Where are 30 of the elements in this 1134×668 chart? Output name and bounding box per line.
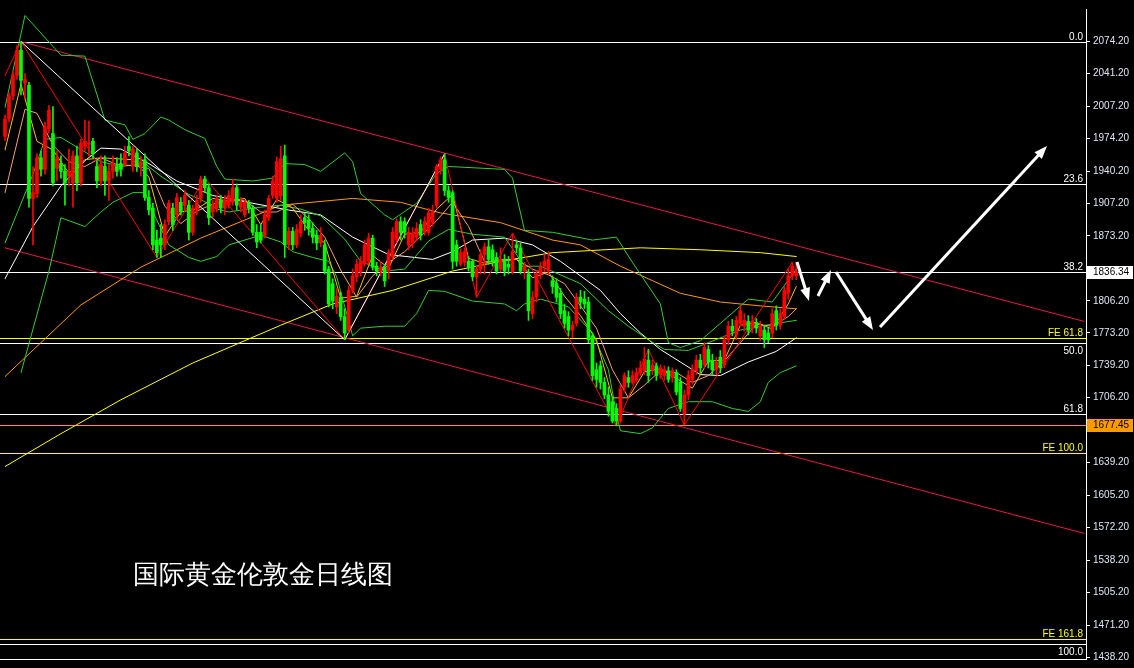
y-tick-label: 1907.20 bbox=[1093, 196, 1130, 208]
y-tick-label: 1706.20 bbox=[1093, 391, 1130, 403]
ref-line-label: FE 161.8 bbox=[1042, 628, 1084, 639]
y-tick-label: 1639.20 bbox=[1093, 456, 1130, 468]
ref-line-label: 38.2 bbox=[1063, 261, 1084, 272]
y-tick-label: 2007.20 bbox=[1093, 100, 1130, 112]
ref-line-label: 1677.45 bbox=[1093, 419, 1130, 431]
ref-line-label: 61.8 bbox=[1063, 403, 1084, 414]
y-tick-label: 1471.20 bbox=[1093, 618, 1130, 630]
y-tick-label: 2041.20 bbox=[1093, 67, 1130, 79]
y-tick-label: 1572.20 bbox=[1093, 521, 1130, 533]
y-tick-label: 1974.20 bbox=[1093, 131, 1130, 143]
y-tick-label: 1538.20 bbox=[1093, 554, 1130, 566]
y-tick-label: 1739.20 bbox=[1093, 359, 1130, 371]
y-tick-label: 1940.20 bbox=[1093, 164, 1130, 176]
ref-line-label: 0.0 bbox=[1069, 31, 1084, 42]
ref-line-label: FE 100.0 bbox=[1042, 442, 1084, 453]
y-tick-label: 1806.20 bbox=[1093, 294, 1130, 306]
y-tick-label: 1438.20 bbox=[1093, 650, 1130, 662]
y-tick-label: 1873.20 bbox=[1093, 229, 1130, 241]
y-tick-label: 1605.20 bbox=[1093, 489, 1130, 501]
ref-line-label: 100.0 bbox=[1057, 646, 1084, 657]
y-tick-label: 1505.20 bbox=[1093, 585, 1130, 597]
text: 1836.34 bbox=[1093, 266, 1130, 278]
y-tick-label: 2074.20 bbox=[1093, 35, 1130, 47]
ref-line-label: FE 61.8 bbox=[1047, 327, 1084, 338]
ref-line-label: 50.0 bbox=[1063, 345, 1084, 356]
y-tick-label: 1773.20 bbox=[1093, 326, 1130, 338]
text: 国际黄金伦敦金日线图 bbox=[133, 559, 393, 589]
ref-line-label: 23.6 bbox=[1063, 173, 1084, 184]
